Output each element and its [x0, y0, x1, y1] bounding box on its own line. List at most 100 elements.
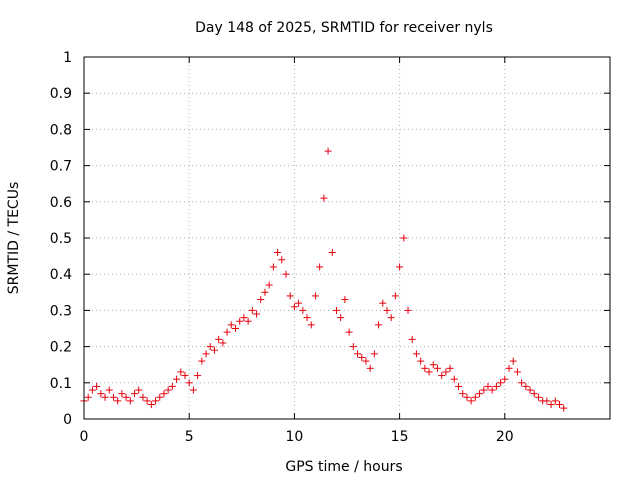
data-point — [135, 386, 143, 394]
y-tick-label: 0.6 — [50, 195, 72, 211]
data-point — [274, 248, 282, 256]
plot-frame — [83, 56, 611, 420]
y-tick-label: 0.3 — [50, 303, 72, 319]
data-point — [362, 357, 370, 365]
y-tick-label: 0.2 — [50, 340, 72, 356]
data-point — [341, 296, 349, 304]
data-point — [143, 397, 151, 405]
data-point — [261, 288, 269, 296]
data-point — [463, 393, 471, 401]
data-point — [122, 393, 130, 401]
y-tick-label: 0.4 — [50, 267, 72, 283]
x-tick-label: 10 — [285, 429, 303, 445]
x-tick-label: 5 — [185, 429, 194, 445]
data-point — [455, 382, 463, 390]
data-point — [164, 386, 172, 394]
data-point — [450, 375, 458, 383]
y-tick-label: 0.5 — [50, 231, 72, 247]
data-point — [488, 386, 496, 394]
x-tick-label: 20 — [496, 429, 514, 445]
data-point — [84, 393, 92, 401]
data-point — [518, 379, 526, 387]
grid-lines — [84, 57, 610, 419]
axis-ticks: 00.10.20.30.40.50.60.70.80.910 5 10 15 20 — [50, 50, 610, 445]
data-point — [311, 292, 319, 300]
data-point — [118, 390, 126, 398]
data-point — [126, 397, 134, 405]
data-point — [375, 321, 383, 329]
data-point — [421, 364, 429, 372]
data-point — [446, 364, 454, 372]
data-point — [223, 328, 231, 336]
data-point — [547, 401, 555, 409]
data-point — [320, 194, 328, 202]
x-tick-label: 0 — [80, 429, 89, 445]
data-point — [307, 321, 315, 329]
data-point — [156, 393, 164, 401]
data-point — [408, 335, 416, 343]
data-point — [354, 350, 362, 358]
data-point — [244, 317, 252, 325]
data-point — [295, 299, 303, 307]
data-point — [181, 372, 189, 380]
data-point — [152, 397, 160, 405]
y-tick-label: 0 — [63, 412, 72, 428]
data-point — [332, 306, 340, 314]
data-point — [391, 292, 399, 300]
data-point — [257, 296, 265, 304]
data-point — [526, 386, 534, 394]
data-point — [194, 372, 202, 380]
data-point — [471, 393, 479, 401]
data-point — [173, 375, 181, 383]
data-point — [253, 310, 261, 318]
y-tick-label: 0.7 — [50, 159, 72, 175]
data-point — [417, 357, 425, 365]
data-point — [105, 386, 113, 394]
data-point — [97, 390, 105, 398]
data-point — [404, 306, 412, 314]
data-point — [412, 350, 420, 358]
data-point — [282, 270, 290, 278]
data-point — [425, 368, 433, 376]
data-point — [345, 328, 353, 336]
data-point — [400, 234, 408, 242]
data-point — [231, 325, 239, 332]
y-tick-label: 1 — [63, 50, 72, 66]
data-point — [442, 368, 450, 376]
data-point — [130, 390, 138, 398]
data-point — [93, 382, 101, 390]
data-point — [189, 386, 197, 394]
data-point — [219, 339, 227, 347]
data-point — [467, 397, 475, 405]
chart-title: Day 148 of 2025, SRMTID for receiver nyl… — [195, 20, 493, 36]
data-point — [513, 368, 521, 376]
data-point — [383, 306, 391, 314]
data-point — [534, 393, 542, 401]
data-point — [147, 401, 155, 409]
data-point — [109, 393, 117, 401]
data-point — [177, 368, 185, 376]
data-point — [240, 314, 248, 322]
data-point — [438, 372, 446, 380]
data-point — [556, 401, 564, 409]
data-point — [370, 350, 378, 358]
data-point — [278, 256, 286, 264]
y-axis-label: SRMTID / TECUs — [6, 182, 22, 295]
y-tick-label: 0.9 — [50, 86, 72, 102]
data-point — [202, 350, 210, 358]
data-point — [160, 390, 168, 398]
data-point — [139, 393, 147, 401]
data-point — [88, 386, 96, 394]
x-axis-label: GPS time / hours — [285, 459, 402, 475]
data-point — [522, 382, 530, 390]
data-point — [476, 390, 484, 398]
data-point — [198, 357, 206, 365]
data-point — [168, 382, 176, 390]
data-point — [286, 292, 294, 300]
data-point — [560, 404, 568, 412]
data-point — [248, 306, 256, 314]
y-tick-label: 0.1 — [50, 376, 72, 392]
data-point — [492, 382, 500, 390]
data-point — [530, 390, 538, 398]
data-point — [227, 321, 235, 329]
